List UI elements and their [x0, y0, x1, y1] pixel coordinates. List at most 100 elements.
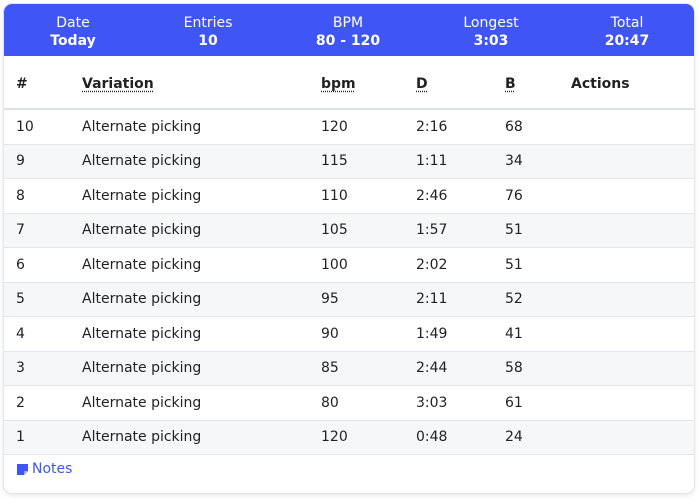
table-cell: 2:44 — [416, 351, 505, 386]
table-cell: 2:02 — [416, 247, 505, 283]
table-cell: 120 — [321, 420, 416, 455]
table-cell: Alternate picking — [82, 316, 321, 352]
table-cell: 4 — [4, 316, 82, 352]
actions-cell — [571, 351, 694, 386]
actions-cell — [571, 213, 694, 248]
table-cell: 68 — [505, 109, 571, 145]
table-cell: Alternate picking — [82, 144, 321, 179]
table-cell: 61 — [505, 385, 571, 421]
table-row: 9 Alternate picking 115 1:11 34 — [4, 144, 694, 179]
table-cell: 115 — [321, 144, 416, 179]
table-cell: 10 — [4, 109, 82, 145]
table-body: 10 Alternate picking 120 2:16 68 9 Alternate p… — [4, 109, 694, 455]
actions-cell — [571, 420, 694, 455]
table-cell: 100 — [321, 247, 416, 283]
table-cell: 85 — [321, 351, 416, 386]
table-cell: 1:57 — [416, 213, 505, 248]
stat-label: Entries — [183, 15, 233, 31]
stat-label: Total — [610, 15, 644, 31]
table-cell: Alternate picking — [82, 351, 321, 386]
entries-table: # Variation bpm D B Actions 10 Alternate picki… — [4, 56, 694, 455]
table-cell: 52 — [505, 282, 571, 317]
stat: Total 20:47 — [567, 14, 687, 50]
column-header: # — [4, 56, 82, 110]
actions-cell — [571, 178, 694, 214]
table-cell: 110 — [321, 178, 416, 214]
table-cell: Alternate picking — [82, 178, 321, 214]
table-cell: 8 — [4, 178, 82, 214]
notes-icon — [17, 463, 28, 475]
table-row: 8 Alternate picking 110 2:46 76 — [4, 178, 694, 214]
table-cell: 3:03 — [416, 385, 505, 421]
column-header[interactable]: B — [505, 56, 571, 110]
table-cell: Alternate picking — [82, 247, 321, 283]
session-card: Date Today Entries 10 BPM 80 - 120 Longest 3:03… — [4, 4, 694, 493]
stat-label: Longest — [463, 15, 519, 31]
stat-label: BPM — [332, 15, 364, 31]
table-cell: 2:11 — [416, 282, 505, 317]
table-cell: 24 — [505, 420, 571, 455]
actions-cell — [571, 316, 694, 352]
table-cell: Alternate picking — [82, 282, 321, 317]
table-row: 2 Alternate picking 80 3:03 61 — [4, 385, 694, 421]
stat-label: Date — [56, 15, 90, 31]
table-row: 6 Alternate picking 100 2:02 51 — [4, 247, 694, 283]
table-cell: Alternate picking — [82, 213, 321, 248]
table-cell: 2:16 — [416, 109, 505, 145]
stat-value: 80 - 120 — [315, 33, 381, 49]
column-header-label: Actions — [571, 76, 630, 92]
table-cell: 2:46 — [416, 178, 505, 214]
header-row: # Variation bpm D B Actions — [4, 56, 694, 110]
table-cell: 76 — [505, 178, 571, 214]
table-cell: 34 — [505, 144, 571, 179]
table-row: 4 Alternate picking 90 1:49 41 — [4, 316, 694, 352]
table-row: 3 Alternate picking 85 2:44 58 — [4, 351, 694, 386]
table-cell: 6 — [4, 247, 82, 283]
stat-value: Today — [50, 33, 96, 49]
table-row: 1 Alternate picking 120 0:48 24 — [4, 420, 694, 455]
table-cell: 105 — [321, 213, 416, 248]
actions-cell — [571, 385, 694, 421]
table-cell: 41 — [505, 316, 571, 352]
table-cell: 0:48 — [416, 420, 505, 455]
table-cell: 3 — [4, 351, 82, 386]
stat-value: 20:47 — [604, 33, 650, 49]
actions-cell — [571, 144, 694, 179]
table-cell: 5 — [4, 282, 82, 317]
table-row: 7 Alternate picking 105 1:57 51 — [4, 213, 694, 248]
notes-label[interactable]: Notes — [32, 461, 73, 477]
column-header: Actions — [571, 56, 694, 110]
column-header[interactable]: bpm — [321, 56, 416, 110]
table-cell: 2 — [4, 385, 82, 421]
table-cell: 51 — [505, 213, 571, 248]
table-cell: 7 — [4, 213, 82, 248]
stat: Date Today — [13, 14, 133, 50]
table-cell: Alternate picking — [82, 420, 321, 455]
table-cell: 95 — [321, 282, 416, 317]
notes-link[interactable]: Notes — [16, 461, 72, 477]
table-row: 10 Alternate picking 120 2:16 68 — [4, 109, 694, 145]
actions-cell — [571, 109, 694, 145]
column-header[interactable]: Variation — [82, 56, 321, 110]
table-cell: Alternate picking — [82, 109, 321, 145]
table-cell: 1 — [4, 420, 82, 455]
table-cell: 1:49 — [416, 316, 505, 352]
column-header-label[interactable]: Variation — [82, 76, 154, 92]
actions-cell — [571, 282, 694, 317]
stat: Entries 10 — [148, 14, 268, 50]
column-header-label[interactable]: D — [416, 76, 428, 92]
stat: BPM 80 - 120 — [288, 14, 408, 50]
column-header-label[interactable]: B — [505, 76, 516, 92]
table-cell: 120 — [321, 109, 416, 145]
column-header[interactable]: D — [416, 56, 505, 110]
column-header-label[interactable]: bpm — [321, 76, 356, 92]
actions-cell — [571, 247, 694, 283]
table-cell: 58 — [505, 351, 571, 386]
table-cell: 90 — [321, 316, 416, 352]
table-cell: 1:11 — [416, 144, 505, 179]
stat-value: 10 — [198, 33, 218, 49]
summary-bar: Date Today Entries 10 BPM 80 - 120 Longest 3:03… — [4, 4, 694, 56]
stat: Longest 3:03 — [431, 14, 551, 50]
table-row: 5 Alternate picking 95 2:11 52 — [4, 282, 694, 317]
